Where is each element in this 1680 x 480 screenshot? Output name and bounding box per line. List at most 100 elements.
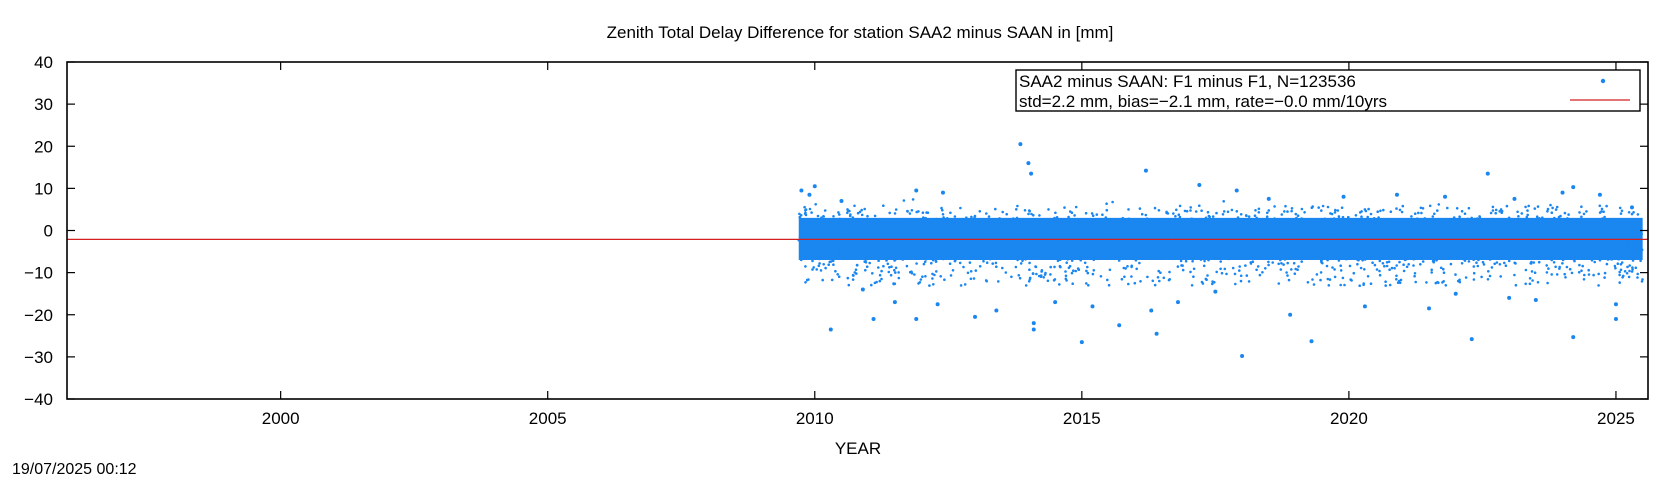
data-point: [1261, 246, 1265, 250]
data-point: [1085, 224, 1088, 228]
data-point: [1032, 255, 1035, 258]
data-point: [1496, 248, 1500, 251]
data-point: [1060, 253, 1064, 256]
data-point: [1484, 253, 1487, 257]
data-point: [1141, 244, 1144, 248]
data-point: [1580, 269, 1583, 273]
data-point: [873, 235, 876, 239]
data-point: [1121, 247, 1124, 250]
data-point: [1125, 232, 1129, 236]
data-point: [1359, 254, 1363, 258]
data-point: [878, 279, 882, 283]
data-point: [1458, 278, 1461, 282]
data-point: [1217, 230, 1220, 234]
data-point: [1118, 229, 1121, 232]
data-point: [949, 221, 953, 225]
data-point: [1467, 225, 1470, 229]
data-point: [1577, 230, 1581, 234]
data-point: [899, 252, 902, 255]
data-point: [1333, 234, 1336, 237]
data-point: [879, 249, 882, 253]
data-point: [1564, 228, 1568, 232]
data-point: [1635, 248, 1639, 251]
data-point: [1194, 248, 1198, 252]
data-point: [1142, 257, 1146, 260]
data-point: [868, 261, 871, 265]
data-point: [1478, 215, 1482, 219]
data-point: [1411, 242, 1415, 245]
data-point: [1402, 263, 1405, 267]
data-point: [1464, 276, 1468, 279]
data-point: [1311, 248, 1315, 252]
data-point: [825, 227, 828, 230]
data-point: [1048, 244, 1051, 248]
data-point: [1010, 222, 1014, 226]
data-point: [1200, 209, 1203, 212]
data-point: [963, 283, 967, 286]
data-point: [1486, 234, 1489, 237]
data-point: [1533, 207, 1537, 210]
data-point: [1491, 236, 1495, 239]
data-point: [1365, 233, 1368, 236]
data-point: [938, 253, 942, 257]
data-point: [924, 258, 928, 261]
data-point: [1071, 282, 1074, 286]
data-point: [804, 227, 808, 230]
data-point: [1317, 221, 1320, 224]
data-point: [1400, 210, 1404, 214]
data-point: [921, 275, 924, 279]
data-point: [1627, 211, 1631, 214]
data-point: [1339, 283, 1342, 287]
data-point: [808, 207, 812, 211]
data-point: [1221, 226, 1224, 230]
data-point: [1412, 264, 1415, 267]
data-point: [1230, 248, 1234, 252]
data-point: [1223, 229, 1226, 233]
data-point: [816, 254, 819, 257]
data-point: [960, 221, 964, 225]
data-point: [1517, 253, 1520, 257]
x-tick-label: 2000: [262, 409, 300, 428]
data-point: [992, 224, 996, 228]
data-point: [1345, 257, 1348, 261]
data-point: [1280, 262, 1283, 265]
data-point: [876, 247, 880, 251]
data-point: [941, 213, 945, 216]
data-point: [1400, 231, 1404, 234]
data-point: [1060, 240, 1063, 244]
data-point: [1339, 269, 1343, 272]
data-point: [1363, 245, 1366, 248]
data-point: [1616, 262, 1620, 266]
data-point: [1632, 255, 1635, 259]
data-point: [1114, 253, 1118, 256]
data-point: [1568, 240, 1571, 243]
data-point: [1149, 231, 1152, 235]
data-point: [1179, 228, 1182, 231]
data-point: [1075, 253, 1079, 256]
data-point: [1140, 255, 1143, 259]
data-point: [1406, 252, 1409, 256]
data-point: [1104, 240, 1107, 244]
data-point: [1239, 274, 1243, 278]
data-point: [1282, 227, 1286, 230]
data-point-outlier: [1213, 289, 1218, 294]
data-point: [1130, 234, 1133, 238]
data-point-outlier: [973, 314, 978, 319]
data-point: [1442, 280, 1445, 283]
data-point: [1289, 249, 1292, 252]
data-point-outlier: [1362, 304, 1367, 309]
data-point: [1353, 223, 1356, 226]
data-point: [1437, 203, 1441, 206]
data-point: [1631, 218, 1634, 222]
data-point: [1293, 249, 1296, 253]
data-point: [1538, 218, 1541, 222]
data-point: [1527, 204, 1530, 208]
data-point: [1261, 271, 1264, 274]
data-point: [1005, 239, 1009, 243]
data-point: [987, 233, 991, 236]
data-point: [1454, 273, 1457, 276]
data-point: [943, 278, 946, 282]
data-point: [1581, 264, 1584, 268]
data-point: [803, 205, 806, 209]
data-point: [1261, 224, 1265, 227]
